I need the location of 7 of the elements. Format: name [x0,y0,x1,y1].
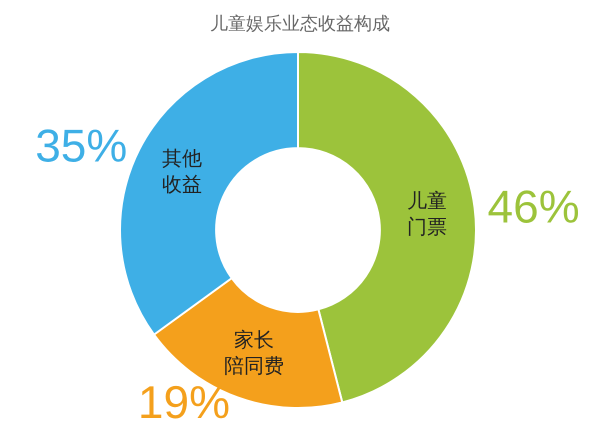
data-label: 35% [35,120,128,172]
slice-label: 其他收益 [162,146,202,196]
chart-title: 儿童娱乐业态收益构成 [210,14,390,34]
slice-label: 家长陪同费 [224,327,284,378]
data-label: 19% [138,376,230,428]
data-label: 46% [488,180,580,233]
slice-label: 儿童门票 [406,188,447,239]
